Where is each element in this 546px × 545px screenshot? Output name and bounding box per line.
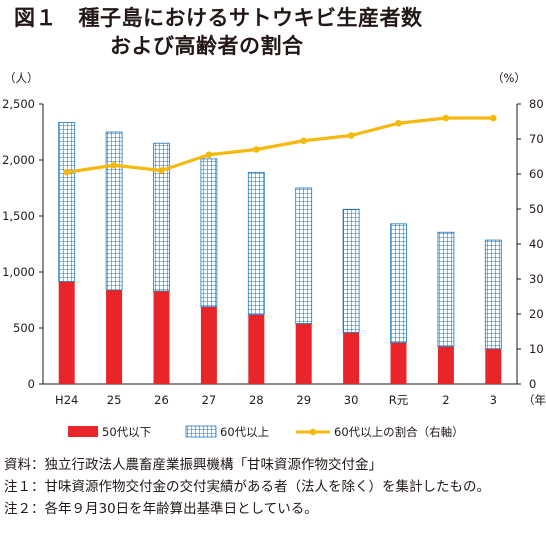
bar-60s-and-over — [437, 231, 455, 347]
note-2: 注２： 各年９月30日を年齢算出基準日としている。 — [4, 498, 544, 520]
right-axis-unit: （%） — [492, 71, 526, 85]
x-tick-label: 2 — [442, 393, 449, 407]
bar-60s-and-over — [390, 223, 407, 343]
ratio-point — [205, 151, 213, 159]
title-line-2: および高齢者の割合 — [110, 34, 304, 58]
note-1: 注１： 甘味資源作物交付金の交付実績がある者（法人を除く）を集計したもの。 — [4, 476, 544, 498]
note-1-label: 注１： — [4, 479, 45, 495]
bar-60s-and-over — [484, 239, 502, 350]
bar-50s-and-under — [153, 291, 170, 384]
ratio-line — [66, 116, 494, 174]
bar-60s-and-over — [58, 122, 76, 282]
right-tick-label: 10 — [529, 342, 544, 356]
left-tick-label: 1,000 — [2, 265, 35, 279]
x-tick-label: R元 — [389, 393, 409, 407]
x-tick-label: 3 — [490, 393, 497, 407]
note-1-text: 甘味資源作物交付金の交付実績がある者（法人を除く）を集計したもの。 — [44, 479, 491, 495]
legend-label-60s-and-over: 60代以上 — [220, 425, 269, 439]
bar-50s-and-under — [295, 323, 312, 384]
legend-label-50s-and-under: 50代以下 — [102, 425, 151, 439]
chart-title: 図１ 種子島におけるサトウキビ生産者数 および高齢者の割合 — [14, 4, 534, 60]
chart-area: 0 500 1,000 1,500 2,000 2,500 （人） 0 10 20 30 40 50 60… — [2, 71, 546, 439]
legend-label-ratio: 60代以上の割合（右軸） — [334, 425, 464, 439]
left-tick-label: 1,500 — [2, 209, 35, 223]
x-tick-label: 28 — [249, 393, 264, 407]
right-tick-label: 30 — [529, 272, 544, 286]
left-axis-unit: （人） — [4, 71, 39, 85]
x-tick-label: 29 — [296, 393, 311, 407]
bar-60s-and-over — [105, 131, 123, 291]
right-tick-label: 50 — [529, 202, 544, 216]
bar-50s-and-under — [58, 281, 75, 384]
bar-50s-and-under — [343, 332, 360, 384]
ratio-point — [347, 132, 355, 139]
left-tick-label: 2,000 — [2, 153, 35, 167]
left-tick-label: 0 — [28, 377, 35, 391]
note-2-text: 各年９月30日を年齢算出基準日としている。 — [44, 501, 318, 517]
bar-50s-and-under — [200, 306, 217, 384]
x-tick-label: H24 — [55, 393, 78, 407]
legend-swatch-60s-and-over — [185, 425, 217, 438]
x-tick-label: 27 — [202, 393, 217, 407]
bar-60s-and-over — [295, 187, 313, 324]
right-tick-label: 70 — [529, 132, 544, 146]
right-tick-label: 60 — [529, 167, 544, 181]
bar-60s-and-over — [153, 142, 170, 292]
bar-60s-and-over — [247, 171, 265, 315]
note-source: 資料： 独立行政法人農畜産業振興機構「甘味資源作物交付金」 — [4, 454, 544, 476]
ratio-point — [63, 168, 70, 176]
title-line-1: 図１ 種子島におけるサトウキビ生産者数 — [14, 6, 423, 30]
bar-60s-and-over — [200, 158, 218, 308]
bar-50s-and-under — [485, 348, 502, 384]
x-tick-label: 26 — [154, 393, 169, 407]
right-tick-label: 0 — [529, 377, 536, 391]
x-tick-label: 30 — [344, 393, 359, 407]
left-tick-label: 2,500 — [2, 97, 35, 111]
bar-60s-and-over — [342, 208, 360, 333]
bar-50s-and-under — [390, 342, 407, 384]
legend-swatch-ratio-point — [309, 428, 317, 436]
legend-swatch-50s-and-under — [68, 426, 98, 437]
x-axis-unit: （年） — [523, 393, 546, 407]
bar-50s-and-under — [106, 289, 123, 384]
left-tick-label: 500 — [13, 321, 35, 335]
notes: 資料： 独立行政法人農畜産業振興機構「甘味資源作物交付金」 注１： 甘味資源作物… — [4, 454, 544, 520]
right-tick-label: 20 — [529, 307, 544, 321]
ratio-point — [110, 161, 118, 169]
x-tick-label: 25 — [107, 393, 122, 407]
ratio-point — [442, 114, 450, 122]
bar-50s-and-under — [437, 346, 454, 384]
note-source-text: 独立行政法人農畜産業振興機構「甘味資源作物交付金」 — [44, 457, 383, 473]
ratio-point — [395, 119, 402, 127]
bar-50s-and-under — [248, 314, 265, 384]
note-source-label: 資料： — [4, 457, 45, 473]
ratio-point — [252, 146, 260, 153]
ratio-point — [158, 167, 165, 174]
ratio-point — [490, 114, 497, 122]
note-2-label: 注２： — [4, 501, 45, 517]
ratio-point — [300, 137, 308, 145]
right-tick-label: 40 — [529, 237, 544, 251]
right-tick-label: 80 — [529, 97, 544, 111]
